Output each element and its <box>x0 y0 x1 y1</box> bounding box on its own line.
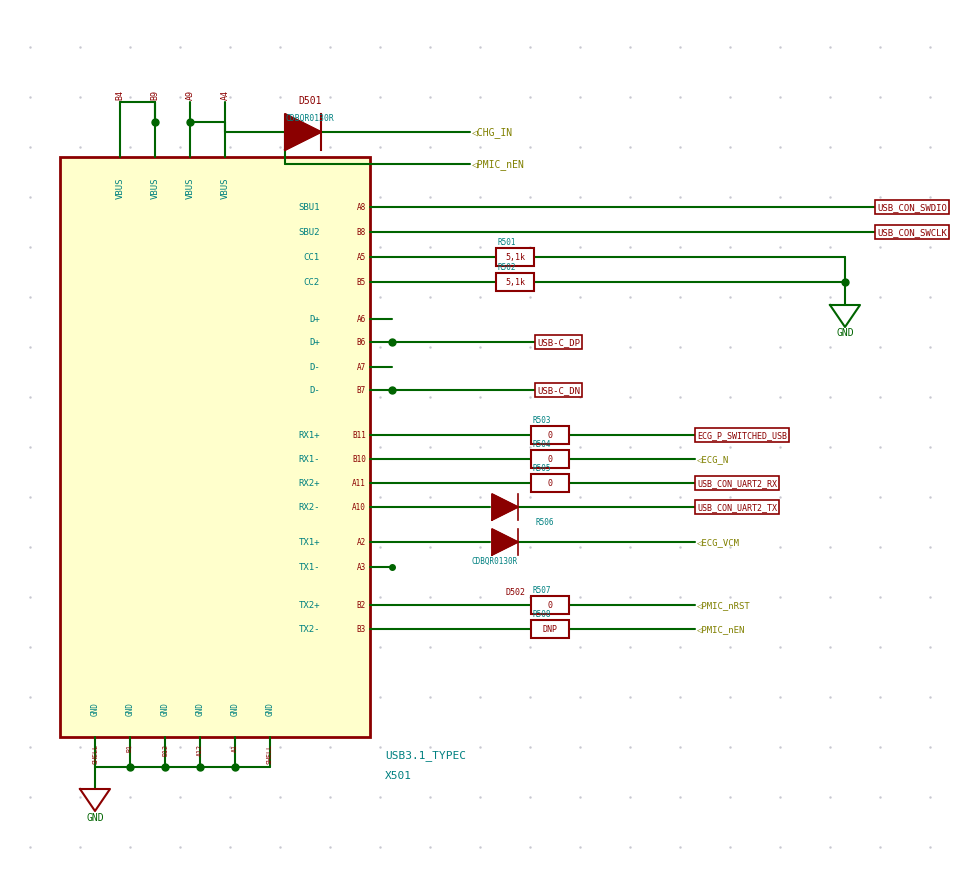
Text: A1: A1 <box>232 743 238 751</box>
Text: GND: GND <box>125 702 135 715</box>
Text: A4: A4 <box>220 90 229 100</box>
Text: A11: A11 <box>352 479 366 488</box>
Text: B8: B8 <box>356 228 366 238</box>
Text: R507: R507 <box>533 585 552 595</box>
Text: A12: A12 <box>197 743 203 755</box>
Text: 0: 0 <box>548 601 552 610</box>
Text: TX2-: TX2- <box>298 624 320 634</box>
Text: USB_CON_UART2_TX: USB_CON_UART2_TX <box>697 503 777 512</box>
Bar <box>531 596 569 614</box>
Text: A7: A7 <box>356 363 366 372</box>
Text: ◁ECG_N: ◁ECG_N <box>697 455 729 464</box>
Text: USB-C_DP: USB-C_DP <box>537 339 580 347</box>
Text: DNP: DNP <box>543 624 557 634</box>
Text: USB3.1_TYPEC: USB3.1_TYPEC <box>385 750 466 760</box>
Text: 0: 0 <box>548 479 552 488</box>
Text: RX1-: RX1- <box>298 455 320 464</box>
Text: B1: B1 <box>127 743 133 751</box>
Text: A8: A8 <box>356 203 366 212</box>
Polygon shape <box>492 495 518 520</box>
Text: VBUS: VBUS <box>151 177 159 198</box>
Text: USB_CON_UART2_RX: USB_CON_UART2_RX <box>697 479 777 488</box>
Text: RX2-: RX2- <box>298 503 320 512</box>
Polygon shape <box>285 115 321 151</box>
Text: CC2: CC2 <box>304 278 320 287</box>
Bar <box>531 426 569 445</box>
Text: GND: GND <box>86 812 104 822</box>
Text: R505: R505 <box>533 463 552 473</box>
Text: R508: R508 <box>533 610 552 618</box>
Text: 0: 0 <box>548 431 552 440</box>
Text: VBUS: VBUS <box>220 177 229 198</box>
Text: A5: A5 <box>356 253 366 262</box>
Text: RX2+: RX2+ <box>298 479 320 488</box>
Text: D+: D+ <box>309 339 320 347</box>
Text: SBU2: SBU2 <box>298 228 320 238</box>
Text: B6: B6 <box>356 339 366 347</box>
Text: RX1+: RX1+ <box>298 431 320 440</box>
Text: D-: D- <box>309 363 320 372</box>
Text: GND: GND <box>265 702 275 715</box>
Text: TX2+: TX2+ <box>298 601 320 610</box>
Text: GND: GND <box>160 702 170 715</box>
Text: 5,1k: 5,1k <box>505 253 525 262</box>
Text: B11: B11 <box>352 431 366 440</box>
Text: TX1+: TX1+ <box>298 538 320 547</box>
Text: USB_CON_SWDIO: USB_CON_SWDIO <box>877 203 947 212</box>
Text: A2: A2 <box>356 538 366 547</box>
Text: A3: A3 <box>356 563 366 572</box>
Text: CC1: CC1 <box>304 253 320 262</box>
Text: B2: B2 <box>356 601 366 610</box>
Text: TX1-: TX1- <box>298 563 320 572</box>
Text: GND: GND <box>90 702 99 715</box>
Text: X501: X501 <box>385 770 412 781</box>
Text: VBUS: VBUS <box>116 177 124 198</box>
Text: GND: GND <box>195 702 205 715</box>
Text: B12: B12 <box>162 743 168 755</box>
Text: B10: B10 <box>352 455 366 464</box>
Text: D-: D- <box>309 386 320 395</box>
Bar <box>531 474 569 493</box>
Text: B3: B3 <box>356 624 366 634</box>
Text: SHELL: SHELL <box>92 743 98 763</box>
Text: R506: R506 <box>535 517 553 526</box>
Text: ECG_P_SWITCHED_USB: ECG_P_SWITCHED_USB <box>697 431 787 440</box>
Text: USB_CON_SWCLK: USB_CON_SWCLK <box>877 228 947 238</box>
Text: ◁ECG_VCM: ◁ECG_VCM <box>697 538 740 547</box>
Text: SHELL: SHELL <box>267 743 273 763</box>
Bar <box>531 620 569 638</box>
Text: ◁PMIC_nEN: ◁PMIC_nEN <box>697 624 746 634</box>
Text: R501: R501 <box>498 238 517 246</box>
Text: GND: GND <box>230 702 240 715</box>
Text: ◁PMIC_nEN: ◁PMIC_nEN <box>472 160 525 170</box>
Text: B9: B9 <box>151 90 159 100</box>
Text: 5,1k: 5,1k <box>505 278 525 287</box>
Text: USB-C_DN: USB-C_DN <box>537 386 580 395</box>
Bar <box>531 451 569 468</box>
Text: R504: R504 <box>533 439 552 448</box>
Text: B5: B5 <box>356 278 366 287</box>
Text: B7: B7 <box>356 386 366 395</box>
Bar <box>496 274 534 292</box>
Text: A6: A6 <box>356 315 366 324</box>
Text: ◁CHG_IN: ◁CHG_IN <box>472 127 513 139</box>
Text: A9: A9 <box>185 90 194 100</box>
Text: VBUS: VBUS <box>185 177 194 198</box>
Text: ◁PMIC_nRST: ◁PMIC_nRST <box>697 601 751 610</box>
Text: D+: D+ <box>309 315 320 324</box>
Text: GND: GND <box>836 328 854 338</box>
Polygon shape <box>492 530 518 555</box>
Bar <box>496 249 534 267</box>
Text: R502: R502 <box>498 263 517 272</box>
Bar <box>60 158 370 738</box>
Text: D501: D501 <box>298 96 321 106</box>
Text: 0: 0 <box>548 455 552 464</box>
Text: B4: B4 <box>116 90 124 100</box>
Text: CDBQR0130R: CDBQR0130R <box>285 113 334 123</box>
Text: D502: D502 <box>505 588 525 597</box>
Text: SBU1: SBU1 <box>298 203 320 212</box>
Text: R503: R503 <box>533 416 552 424</box>
Text: CDBQR0130R: CDBQR0130R <box>472 556 519 566</box>
Text: A10: A10 <box>352 503 366 512</box>
